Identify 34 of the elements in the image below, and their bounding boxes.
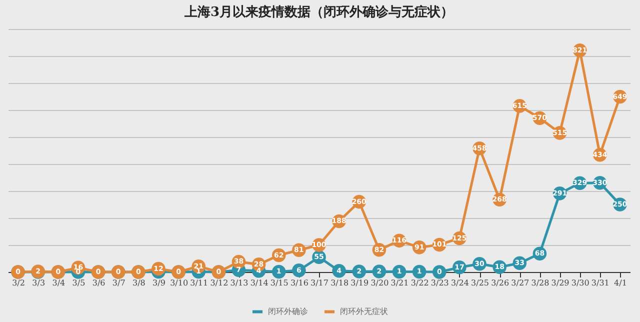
x-tick-label: 3/28: [531, 278, 550, 288]
x-tick-label: 3/4: [52, 278, 66, 288]
x-tick-label: 3/31: [591, 278, 610, 288]
x-tick-label: 3/2: [12, 278, 25, 288]
chart-title: 上海3月以来疫情数据（闭环外确诊与无症状）: [183, 4, 454, 20]
x-tick-label: 3/9: [152, 278, 166, 288]
x-tick-label: 3/7: [112, 278, 126, 288]
x-tick-label: 3/20: [370, 278, 389, 288]
x-tick-label: 3/30: [571, 278, 590, 288]
x-tick-label: 3/17: [310, 278, 328, 288]
x-tick-label: 3/6: [92, 278, 106, 288]
x-tick-label: 3/5: [72, 278, 86, 288]
x-tick-label: 3/19: [350, 278, 369, 288]
x-tick-label: 3/24: [450, 278, 469, 288]
x-tick-label: 3/25: [471, 278, 489, 288]
x-tick-label: 3/21: [390, 278, 409, 288]
x-tick-label: 3/14: [250, 278, 268, 288]
x-tick-label: 3/22: [410, 278, 429, 288]
x-tick-label: 3/15: [270, 278, 288, 288]
x-tick-label: 3/11: [190, 278, 208, 288]
x-tick-label: 3/3: [32, 278, 46, 288]
legend-label: 闭环外确诊: [268, 306, 308, 316]
x-tick-label: 3/27: [511, 278, 530, 288]
x-tick-label: 3/12: [210, 278, 228, 288]
x-tick-label: 3/8: [132, 278, 146, 288]
x-tick-label: 3/18: [330, 278, 349, 288]
x-tick-label: 3/10: [170, 278, 188, 288]
x-tick-label: 3/16: [290, 278, 308, 288]
x-tick-label: 3/29: [551, 278, 570, 288]
legend-label: 闭环外无症状: [340, 306, 388, 316]
x-tick-label: 4/1: [614, 278, 627, 288]
x-tick-label: 3/26: [491, 278, 510, 288]
x-tick-label: 3/13: [230, 278, 248, 288]
x-tick-label: 3/23: [430, 278, 449, 288]
